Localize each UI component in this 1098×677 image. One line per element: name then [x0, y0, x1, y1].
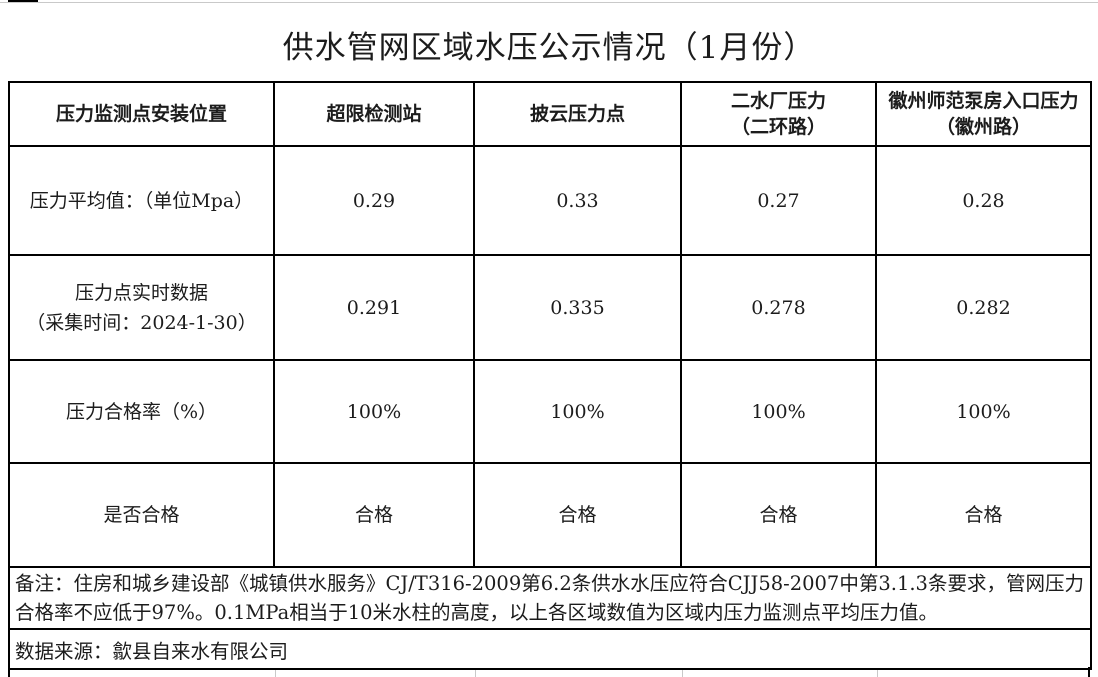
water-pressure-table: 压力监测点安装位置 超限检测站 披云压力点 二水厂压力 （二环路） 徽州师范泵房…	[8, 81, 1092, 670]
table-cell: 100%	[680, 359, 877, 464]
cutoff-row-border-top	[8, 0, 38, 2]
table-row-realtime-data: 压力点实时数据 （采集时间：2024-1-30） 0.291 0.335 0.2…	[8, 254, 1092, 361]
row-label: 压力合格率（%）	[8, 359, 275, 464]
table-cell: 合格	[680, 462, 877, 568]
column-header-station-1: 超限检测站	[273, 81, 475, 147]
cutoff-row-gridline	[275, 670, 276, 677]
cutoff-row-gridline-top	[0, 2, 1098, 3]
column-header-station-2: 披云压力点	[473, 81, 682, 147]
row-label: 压力点实时数据 （采集时间：2024-1-30）	[8, 254, 275, 361]
data-source-cell: 数据来源：歙县自来水有限公司	[8, 628, 1092, 670]
cutoff-row-gridline	[877, 670, 878, 677]
table-cell: 0.33	[473, 145, 682, 256]
column-header-station-4: 徽州师范泵房入口压力 （徽州路）	[875, 81, 1092, 147]
table-cell: 100%	[473, 359, 682, 464]
row-label: 是否合格	[8, 462, 275, 568]
table-cell: 0.27	[680, 145, 877, 256]
table-cell: 100%	[875, 359, 1092, 464]
table-cell: 100%	[273, 359, 475, 464]
table-cell: 0.282	[875, 254, 1092, 361]
table-cell: 0.29	[273, 145, 475, 256]
table-row-pass-rate: 压力合格率（%） 100% 100% 100% 100%	[8, 359, 1092, 464]
table-cell: 0.335	[473, 254, 682, 361]
table-cell: 合格	[273, 462, 475, 568]
page-title: 供水管网区域水压公示情况（1月份）	[282, 30, 816, 66]
cutoff-row-gridline	[682, 670, 683, 677]
table-row-source: 数据来源：歙县自来水有限公司	[8, 628, 1092, 670]
table-cell: 0.278	[680, 254, 877, 361]
cutoff-row-gridline	[475, 670, 476, 677]
table-cell: 合格	[473, 462, 682, 568]
table-row-note: 备注：住房和城乡建设部《城镇供水服务》CJ/T316-2009第6.2条供水水压…	[8, 566, 1092, 630]
note-cell: 备注：住房和城乡建设部《城镇供水服务》CJ/T316-2009第6.2条供水水压…	[8, 566, 1092, 630]
column-header-location: 压力监测点安装位置	[8, 81, 275, 147]
cutoff-next-row	[8, 667, 1090, 677]
table-cell: 0.291	[273, 254, 475, 361]
table-header-row: 压力监测点安装位置 超限检测站 披云压力点 二水厂压力 （二环路） 徽州师范泵房…	[8, 81, 1092, 147]
table-row-average-pressure: 压力平均值：（单位Mpa） 0.29 0.33 0.27 0.28	[8, 145, 1092, 256]
row-label: 压力平均值：（单位Mpa）	[8, 145, 275, 256]
column-header-station-3: 二水厂压力 （二环路）	[680, 81, 877, 147]
table-cell: 0.28	[875, 145, 1092, 256]
table-cell: 合格	[875, 462, 1092, 568]
table-row-qualified: 是否合格 合格 合格 合格 合格	[8, 462, 1092, 568]
